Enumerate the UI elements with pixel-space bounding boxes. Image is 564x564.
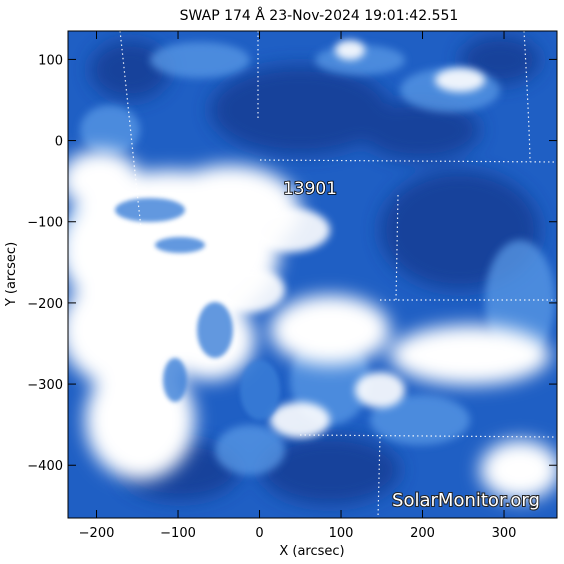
x-axis-label: X (arcsec) <box>279 544 344 559</box>
y-tick-label: −100 <box>27 216 63 231</box>
y-tick-label: −400 <box>27 459 63 474</box>
y-axis: 100 0 −100 −200 −300 −400 <box>27 53 557 474</box>
image-title: SWAP 174 Å 23-Nov-2024 19:01:42.551 <box>180 7 459 24</box>
x-axis: −200 −100 0 100 200 300 <box>79 31 517 541</box>
active-region-label: 13901 <box>283 179 337 199</box>
y-tick-label: −200 <box>27 297 63 312</box>
coordinate-grid <box>119 31 557 518</box>
y-tick-label: −300 <box>27 378 63 393</box>
x-tick-label: 200 <box>410 526 435 541</box>
euv-image: 13901 SolarMonitor.org <box>68 31 557 518</box>
x-tick-label: −100 <box>160 526 196 541</box>
x-tick-label: 0 <box>255 526 263 541</box>
x-tick-label: 300 <box>492 526 517 541</box>
plot-frame <box>67 30 558 519</box>
y-tick-label: 0 <box>55 135 63 150</box>
y-tick-label: 100 <box>38 53 63 68</box>
x-tick-label: 100 <box>329 526 354 541</box>
y-axis-label: Y (arcsec) <box>4 242 19 307</box>
watermark-label: SolarMonitor.org <box>392 490 540 511</box>
x-tick-label: −200 <box>79 526 115 541</box>
